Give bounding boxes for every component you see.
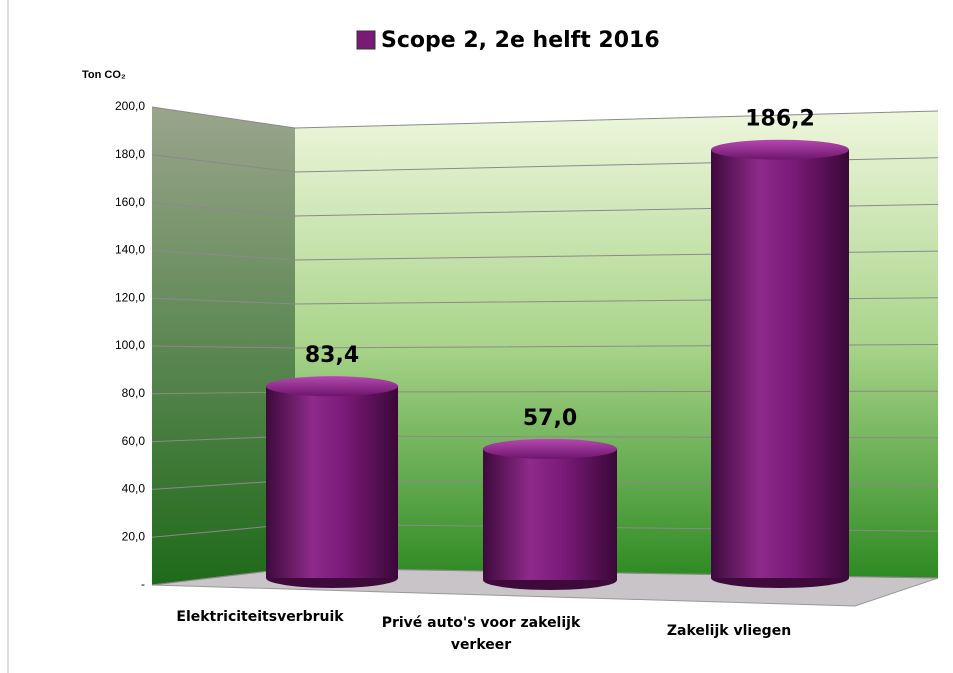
bar-top xyxy=(266,376,398,397)
bar-top xyxy=(483,438,617,459)
y-tick-label: 140,0 xyxy=(115,243,145,257)
y-tick-label: 100,0 xyxy=(115,338,145,352)
bar xyxy=(483,448,617,580)
bar-top xyxy=(711,139,849,160)
value-label: 186,2 xyxy=(745,107,815,132)
y-tick-label: 180,0 xyxy=(115,147,145,161)
value-label: 83,4 xyxy=(305,343,359,368)
bar xyxy=(266,386,398,578)
bar xyxy=(711,149,849,579)
y-tick-label: 80,0 xyxy=(122,386,146,400)
x-tick-label: Privé auto's voor zakelijk verkeer xyxy=(381,615,581,653)
x-tick-label: Elektriciteitsverbruik xyxy=(176,609,344,625)
y-tick-label: 160,0 xyxy=(115,195,145,209)
legend-label: Scope 2, 2e helft 2016 xyxy=(381,28,660,53)
y-tick-label: 120,0 xyxy=(115,290,145,304)
y-tick-label: 20,0 xyxy=(122,529,146,543)
y-tick-label: - xyxy=(141,577,145,591)
y-axis-label: Ton CO₂ xyxy=(82,69,126,81)
legend-swatch xyxy=(356,30,376,50)
side-wall xyxy=(152,107,295,585)
x-tick-label: Zakelijk vliegen xyxy=(666,623,792,639)
grid-line xyxy=(151,106,939,129)
y-tick-label: 60,0 xyxy=(122,434,146,448)
y-tick-label: 40,0 xyxy=(122,482,146,496)
value-label: 57,0 xyxy=(523,406,577,431)
y-tick-label: 200,0 xyxy=(115,99,145,113)
